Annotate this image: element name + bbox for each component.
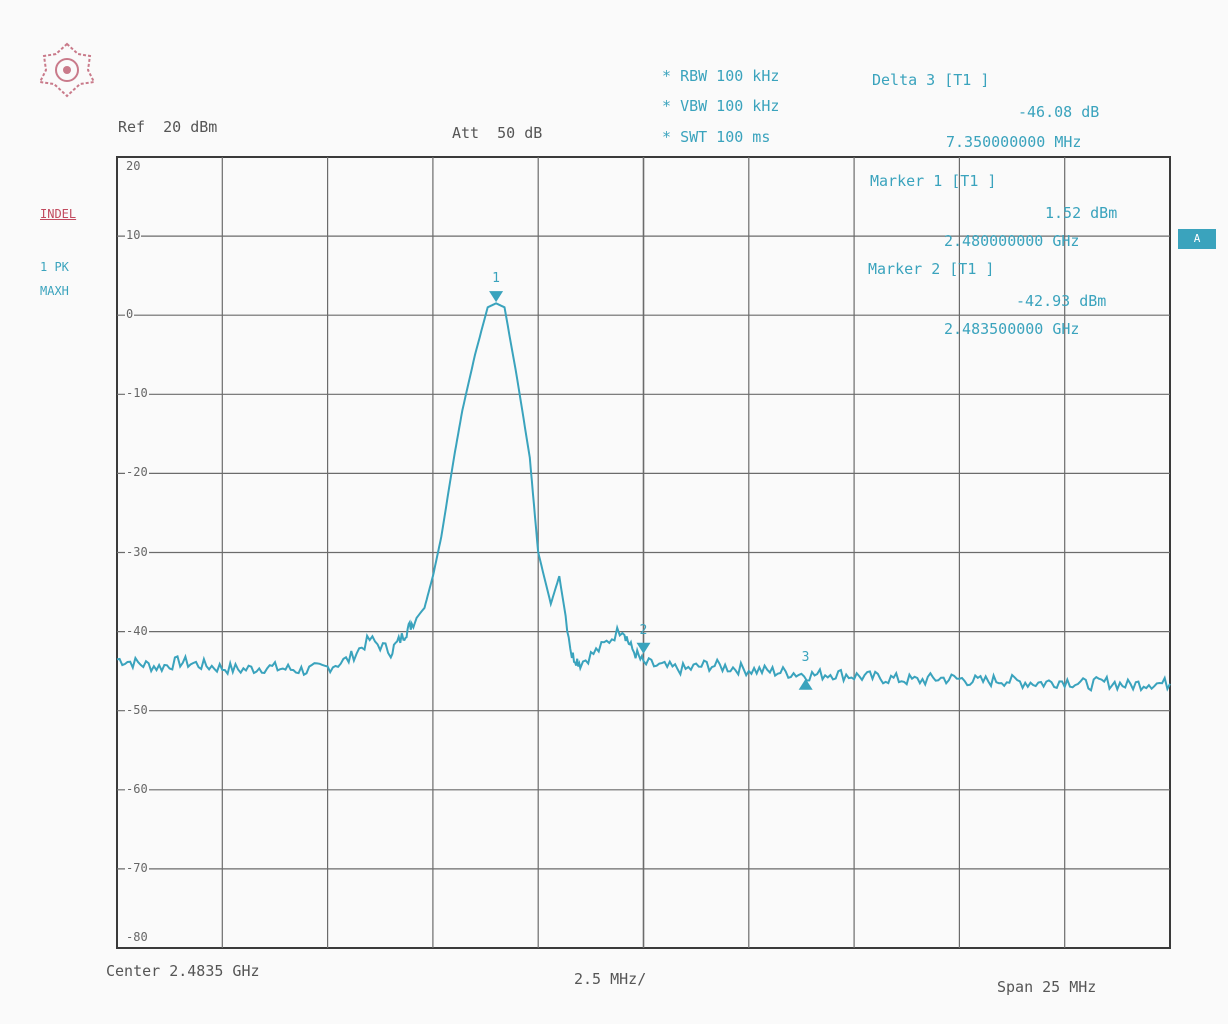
marker1-title: Marker 1 [T1 ] [870,172,997,190]
marker-3-label: 3 [801,649,810,665]
y-tick-label: -10 [125,386,149,401]
vbw-setting: * VBW 100 kHz [662,97,780,115]
delta3-level: -46.08 dB [1018,103,1100,121]
marker2-level: -42.93 dBm [1016,292,1107,310]
y-tick-label: -80 [125,930,149,944]
marker-3-symbol [798,678,813,690]
ref-level: Ref 20 dBm [118,118,218,136]
spectrum-trace [116,302,1171,693]
y-tick-label: -50 [125,702,149,717]
span: Span 25 MHz [997,978,1097,996]
y-tick-label: 10 [125,228,142,243]
center-frequency: Center 2.4835 GHz [106,962,260,980]
y-tick-label: 0 [125,307,135,322]
marker2-title: Marker 2 [T1 ] [868,260,995,278]
indel-label: INDEL [40,207,77,221]
y-tick-label: -70 [125,860,149,875]
y-tick-label: -60 [125,781,149,796]
logo-icon [38,42,96,98]
marker-1-label: 1 [492,271,500,287]
frequency-per-division: 2.5 MHz/ [574,970,647,988]
y-tick-label: -30 [125,544,149,559]
swt-setting: * SWT 100 ms [662,128,771,146]
marker-2-symbol [636,642,651,654]
delta3-title: Delta 3 [T1 ] [872,71,990,89]
y-tick-label: -20 [125,465,149,480]
rbw-setting: * RBW 100 kHz [662,67,780,85]
y-tick-label: 20 [125,159,142,173]
trace-detector-label: MAXH [40,284,69,298]
side-badge: A [1178,229,1216,249]
trace-mode-label: 1 PK [40,260,69,274]
marker-2-label: 2 [639,622,648,638]
marker1-level: 1.52 dBm [1045,204,1118,222]
marker1-freq: 2.480000000 GHz [944,232,1080,250]
marker-1-symbol [489,291,504,303]
delta3-freq: 7.350000000 MHz [946,133,1082,151]
attenuation: Att 50 dB [452,124,543,142]
y-tick-label: -40 [125,623,149,638]
grid [116,156,1171,949]
marker2-freq: 2.483500000 GHz [944,320,1080,338]
